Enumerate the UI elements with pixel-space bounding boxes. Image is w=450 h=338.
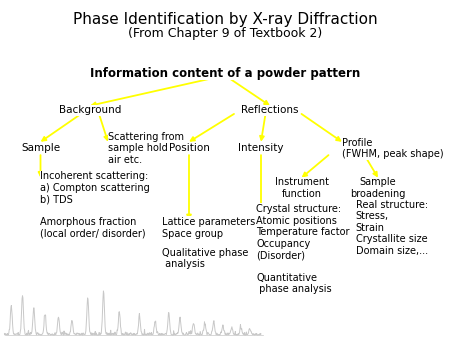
Text: Amorphous fraction
(local order/ disorder): Amorphous fraction (local order/ disorde… [40,217,146,239]
Text: Quantitative
 phase analysis: Quantitative phase analysis [256,273,332,294]
Text: Background: Background [59,105,121,115]
Text: (From Chapter 9 of Textbook 2): (From Chapter 9 of Textbook 2) [128,27,322,40]
Text: Profile
(FWHM, peak shape): Profile (FWHM, peak shape) [342,138,444,159]
Text: Information content of a powder pattern: Information content of a powder pattern [90,67,360,80]
Text: Scattering from
sample holder,
air etc.: Scattering from sample holder, air etc. [108,132,184,165]
Text: Qualitative phase
 analysis: Qualitative phase analysis [162,248,248,269]
Text: Phase Identification by X-ray Diffraction: Phase Identification by X-ray Diffractio… [73,12,377,27]
Text: Crystal structure:
Atomic positions
Temperature factor
Occupancy
(Disorder): Crystal structure: Atomic positions Temp… [256,204,350,260]
Text: Intensity: Intensity [238,143,284,153]
Text: Lattice parameters
Space group: Lattice parameters Space group [162,217,255,239]
Text: Real structure:
Stress,
Strain
Crystallite size
Domain size,...: Real structure: Stress, Strain Crystalli… [356,199,427,256]
Text: Position: Position [169,143,209,153]
Text: Sample: Sample [21,143,60,153]
Text: Reflections: Reflections [241,105,299,115]
Text: Instrument
function: Instrument function [274,177,328,199]
Text: Sample
broadening: Sample broadening [350,177,406,199]
Text: Incoherent scattering:
a) Compton scattering
b) TDS: Incoherent scattering: a) Compton scatte… [40,171,150,204]
